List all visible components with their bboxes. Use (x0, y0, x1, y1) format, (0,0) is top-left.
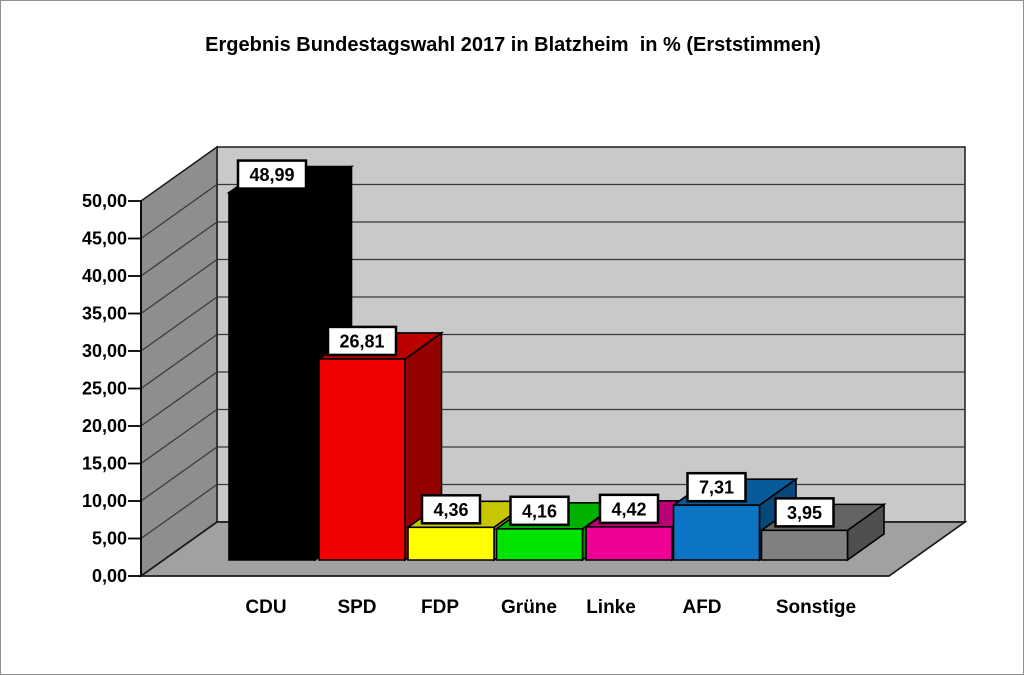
data-label-box (236, 159, 308, 190)
gridline-side (140, 296, 218, 352)
data-label-box (326, 325, 398, 357)
gridline-side (140, 408, 218, 465)
data-label-text: 4,36 (433, 500, 468, 520)
data-label-box (509, 495, 570, 527)
gridline-side (140, 483, 218, 540)
gridline-side (140, 221, 218, 277)
data-label-box (598, 493, 660, 525)
data-label-box (686, 471, 747, 503)
category-label-grüne: Grüne (501, 597, 557, 618)
data-label-text: 3,95 (787, 503, 822, 523)
category-label-sonstige: Sonstige (776, 597, 856, 618)
category-label-afd: AFD (682, 597, 721, 618)
bar-front-face-afd (672, 504, 761, 561)
gridline-side (140, 333, 218, 390)
gridline-side (140, 371, 218, 427)
bar-front-face-cdu (228, 191, 316, 561)
data-label-text: 26,81 (339, 331, 384, 351)
y-axis-tick-label: 5,00 (92, 529, 127, 549)
y-axis-tick-label: 35,00 (82, 304, 127, 324)
category-label-fdp: FDP (421, 597, 459, 618)
bar-front-face-grüne (495, 527, 584, 561)
y-axis-tick-label: 10,00 (82, 491, 127, 511)
gridline-side (140, 258, 218, 315)
data-label-text: 4,42 (611, 499, 646, 519)
bar-front-face-sonstige (760, 529, 849, 561)
y-axis-tick-label: 20,00 (82, 416, 127, 436)
y-axis-tick-label: 30,00 (82, 341, 127, 361)
bar-front-face-spd (318, 358, 406, 561)
category-label-cdu: CDU (245, 597, 286, 618)
y-axis-tick-label: 50,00 (82, 191, 127, 211)
y-axis-tick-label: 0,00 (92, 566, 127, 586)
category-label-spd: SPD (337, 597, 376, 618)
chart-title: Ergebnis Bundestagswahl 2017 in Blatzhei… (205, 34, 821, 56)
data-label-text: 4,16 (522, 501, 557, 521)
y-axis-tick-label: 25,00 (82, 379, 127, 399)
bar-front-face-linke (585, 526, 673, 561)
gridline-side (140, 446, 218, 502)
y-axis-tick-label: 15,00 (82, 454, 127, 474)
data-label-box (774, 497, 835, 528)
data-label-text: 48,99 (249, 165, 294, 185)
y-axis-tick-label: 45,00 (82, 229, 127, 249)
category-label-linke: Linke (586, 597, 636, 618)
data-label-text: 7,31 (699, 478, 734, 498)
data-label-box (420, 494, 482, 525)
y-axis-tick-label: 40,00 (82, 266, 127, 286)
gridline-side (140, 183, 218, 240)
bar-front-face-fdp (407, 526, 495, 561)
